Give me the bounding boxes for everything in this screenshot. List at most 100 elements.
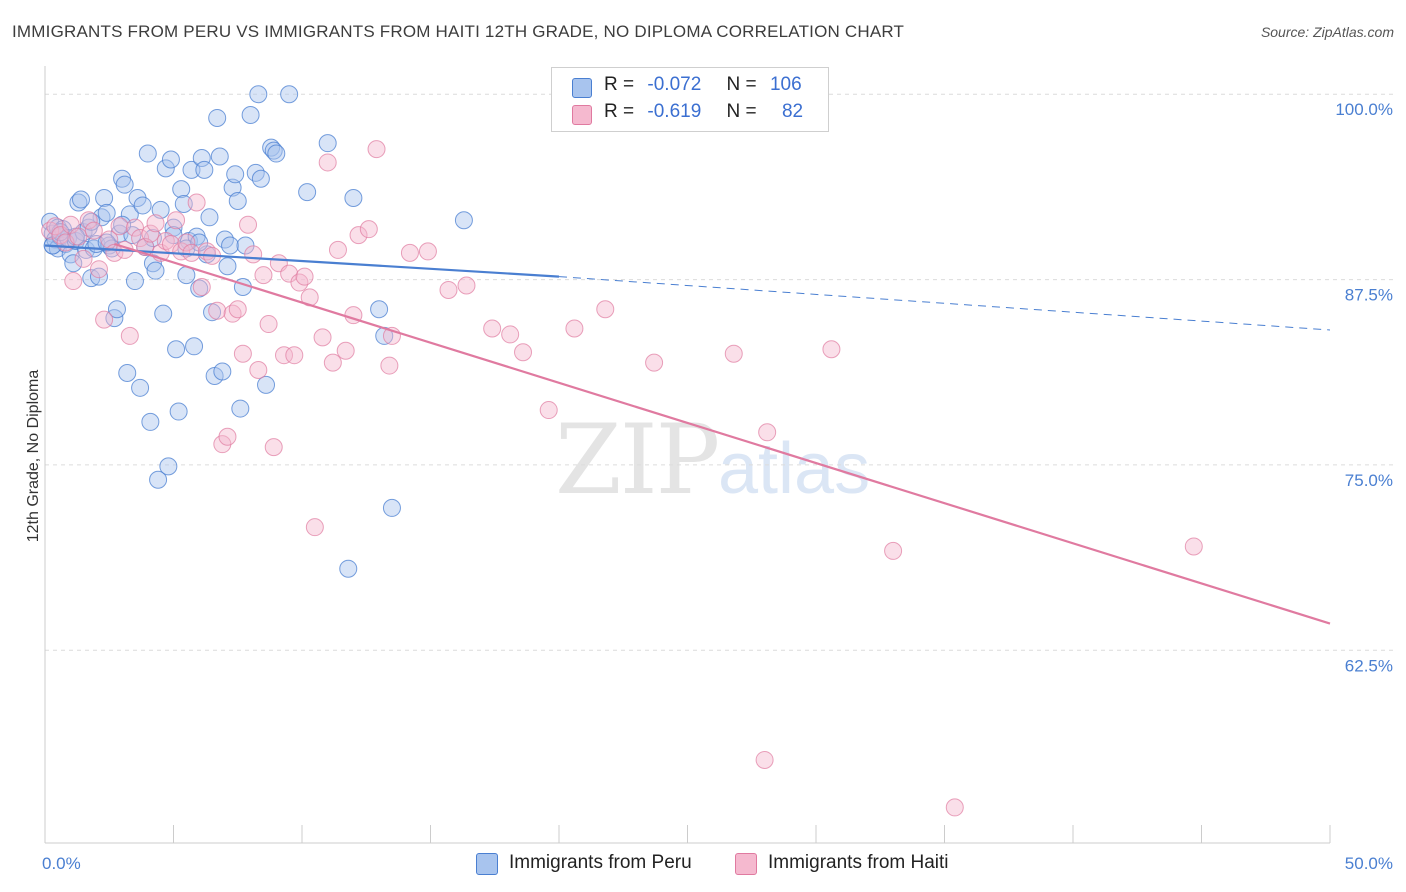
- haiti-point: [945, 798, 964, 817]
- y-tick-label: 100.0%: [1335, 100, 1393, 119]
- haiti-point: [131, 229, 150, 248]
- peru-point: [226, 165, 245, 184]
- haiti-point: [285, 346, 304, 365]
- haiti-point: [84, 221, 103, 240]
- peru-n-label: N =: [726, 74, 757, 95]
- watermark-atlas: atlas: [718, 429, 871, 509]
- haiti-point: [244, 245, 263, 264]
- haiti-point: [457, 276, 476, 295]
- peru-r-value: -0.072: [647, 74, 702, 95]
- haiti-legend-icon: [735, 853, 757, 875]
- haiti-point: [167, 211, 186, 230]
- peru-point: [154, 304, 173, 323]
- haiti-point: [239, 215, 258, 234]
- peru-point: [195, 160, 214, 179]
- trend-lines: [44, 242, 1331, 625]
- peru-trend-line: [44, 244, 560, 278]
- peru-point: [339, 559, 358, 578]
- haiti-legend-label: Immigrants from Haiti: [768, 852, 949, 873]
- haiti-point: [305, 518, 324, 537]
- peru-point: [95, 189, 114, 208]
- peru-point: [210, 147, 229, 166]
- peru-point: [221, 236, 240, 255]
- peru-r-label: R =: [604, 74, 635, 95]
- x-tick-label-max: 50.0%: [1345, 854, 1393, 873]
- haiti-point: [64, 272, 83, 291]
- peru-point: [280, 85, 299, 104]
- peru-point: [97, 233, 116, 252]
- peru-point: [159, 457, 178, 476]
- peru-point: [151, 200, 170, 219]
- haiti-point: [1184, 537, 1203, 556]
- peru-point: [149, 470, 168, 489]
- peru-point: [71, 190, 90, 209]
- haiti-point: [318, 153, 337, 172]
- haiti-point: [218, 427, 237, 446]
- haiti-point: [336, 341, 355, 360]
- peru-legend-label: Immigrants from Peru: [509, 852, 692, 873]
- series-peru: [41, 85, 473, 578]
- peru-point: [246, 163, 265, 182]
- tick-labels: 100.0% 87.5% 75.0% 62.5% 0.0% 50.0%: [42, 100, 1393, 873]
- haiti-point: [328, 240, 347, 259]
- haiti-point: [125, 218, 144, 237]
- peru-point: [120, 205, 139, 224]
- peru-point: [146, 261, 165, 280]
- watermark-zip: ZIP: [555, 404, 720, 516]
- peru-point: [107, 300, 126, 319]
- haiti-point: [259, 315, 278, 334]
- haiti-point: [228, 300, 247, 319]
- haiti-point: [146, 214, 165, 233]
- haiti-point: [254, 266, 273, 285]
- peru-swatch-icon: [572, 78, 592, 98]
- peru-point: [200, 208, 219, 227]
- peru-point: [89, 267, 108, 286]
- x-tick-label-min: 0.0%: [42, 854, 81, 873]
- peru-point: [218, 257, 237, 276]
- haiti-point: [295, 267, 314, 286]
- peru-point: [64, 254, 83, 273]
- peru-point: [382, 498, 401, 517]
- haiti-point: [141, 224, 160, 243]
- haiti-point: [156, 232, 175, 251]
- peru-point: [192, 148, 211, 167]
- peru-point: [133, 196, 152, 215]
- haiti-point: [79, 211, 98, 230]
- peru-n-value: 106: [769, 74, 802, 95]
- series-haiti: [41, 140, 1203, 817]
- peru-point: [228, 191, 247, 210]
- haiti-point: [349, 226, 368, 245]
- correlation-legend: R = -0.072 N = 106 R = -0.619 N = 82: [551, 67, 829, 132]
- haiti-point: [275, 346, 294, 365]
- axes: [44, 66, 1331, 844]
- series-legend: Immigrants from Peru Immigrants from Hai…: [0, 852, 1406, 878]
- peru-point: [118, 363, 137, 382]
- haiti-point: [596, 300, 615, 319]
- haiti-point: [439, 280, 458, 299]
- peru-point: [454, 211, 473, 230]
- haiti-point: [400, 243, 419, 262]
- haiti-point: [565, 319, 584, 338]
- haiti-point: [69, 227, 88, 246]
- y-tick-label: 62.5%: [1345, 656, 1393, 675]
- haiti-point: [724, 344, 743, 363]
- peru-point: [156, 159, 175, 178]
- peru-point: [264, 141, 283, 160]
- peru-point: [141, 412, 160, 431]
- peru-point: [251, 169, 270, 188]
- peru-point: [231, 399, 250, 418]
- haiti-point: [208, 301, 227, 320]
- haiti-point: [822, 340, 841, 359]
- peru-point: [174, 194, 193, 213]
- haiti-point: [483, 319, 502, 338]
- haiti-point: [418, 242, 437, 261]
- peru-point: [213, 362, 232, 381]
- peru-point: [267, 144, 286, 163]
- peru-point: [172, 180, 191, 199]
- peru-point: [370, 300, 389, 319]
- haiti-trend-line: [114, 242, 1331, 625]
- haiti-point: [110, 217, 129, 236]
- haiti-point: [233, 344, 252, 363]
- peru-legend-icon: [476, 853, 498, 875]
